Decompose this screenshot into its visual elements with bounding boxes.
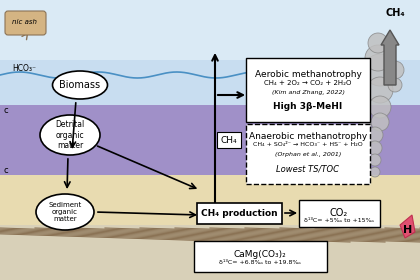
FancyBboxPatch shape	[299, 200, 380, 227]
Text: CH₄ + 2O₂ → CO₂ + 2H₂O: CH₄ + 2O₂ → CO₂ + 2H₂O	[264, 80, 352, 86]
Circle shape	[364, 54, 396, 86]
FancyBboxPatch shape	[246, 124, 370, 184]
FancyBboxPatch shape	[194, 241, 326, 272]
FancyBboxPatch shape	[0, 175, 420, 235]
Text: c: c	[3, 106, 8, 115]
Text: H: H	[403, 225, 412, 235]
Circle shape	[368, 141, 382, 155]
FancyArrow shape	[381, 30, 399, 85]
Text: Biomass: Biomass	[60, 80, 100, 90]
Circle shape	[369, 96, 391, 118]
Text: CH₄ + SO₄²⁻ → HCO₃⁻ + HS⁻ + H₂O: CH₄ + SO₄²⁻ → HCO₃⁻ + HS⁻ + H₂O	[253, 142, 363, 147]
Circle shape	[367, 127, 383, 143]
Text: δ¹³C= +5‰ to +15‰: δ¹³C= +5‰ to +15‰	[304, 218, 374, 223]
Ellipse shape	[52, 71, 108, 99]
Circle shape	[360, 135, 370, 145]
Text: CaMg(CO₃)₂: CaMg(CO₃)₂	[234, 250, 286, 259]
Text: CH₄: CH₄	[220, 136, 237, 144]
Circle shape	[369, 154, 381, 166]
FancyBboxPatch shape	[0, 60, 420, 125]
Circle shape	[370, 167, 380, 177]
Circle shape	[368, 33, 388, 53]
Text: Lowest TS/TOC: Lowest TS/TOC	[276, 164, 339, 173]
Ellipse shape	[36, 194, 94, 230]
Text: δ¹³C= +6.8‰ to +19.8‰: δ¹³C= +6.8‰ to +19.8‰	[219, 260, 301, 265]
FancyBboxPatch shape	[5, 11, 46, 35]
Circle shape	[388, 78, 402, 92]
FancyBboxPatch shape	[197, 202, 281, 223]
Text: c: c	[3, 165, 8, 174]
Circle shape	[365, 45, 391, 71]
Text: Aerobic methanotrophy: Aerobic methanotrophy	[255, 70, 362, 79]
Text: CH₄: CH₄	[385, 8, 405, 18]
Circle shape	[371, 113, 389, 131]
Text: Detrital
organic
matter: Detrital organic matter	[55, 120, 84, 150]
FancyBboxPatch shape	[0, 225, 420, 280]
Circle shape	[367, 77, 393, 103]
FancyBboxPatch shape	[0, 105, 420, 185]
Text: CH₄ production: CH₄ production	[201, 209, 277, 218]
Text: High 3β-MeHI: High 3β-MeHI	[273, 102, 343, 111]
FancyBboxPatch shape	[217, 132, 241, 148]
Text: (Orphan et al., 2001): (Orphan et al., 2001)	[275, 152, 341, 157]
Circle shape	[386, 61, 404, 79]
Text: (Kim and Zhang, 2022): (Kim and Zhang, 2022)	[271, 90, 344, 95]
FancyBboxPatch shape	[246, 58, 370, 122]
Text: Anaerobic methanotrophy: Anaerobic methanotrophy	[249, 132, 367, 141]
FancyBboxPatch shape	[0, 0, 420, 80]
Ellipse shape	[40, 115, 100, 155]
Polygon shape	[400, 215, 415, 238]
Circle shape	[359, 119, 371, 131]
Text: HCO₃⁻: HCO₃⁻	[12, 64, 36, 73]
Text: Sediment
organic
matter: Sediment organic matter	[48, 202, 81, 222]
Text: CO₂: CO₂	[330, 208, 348, 218]
Text: nic ash: nic ash	[13, 19, 37, 25]
